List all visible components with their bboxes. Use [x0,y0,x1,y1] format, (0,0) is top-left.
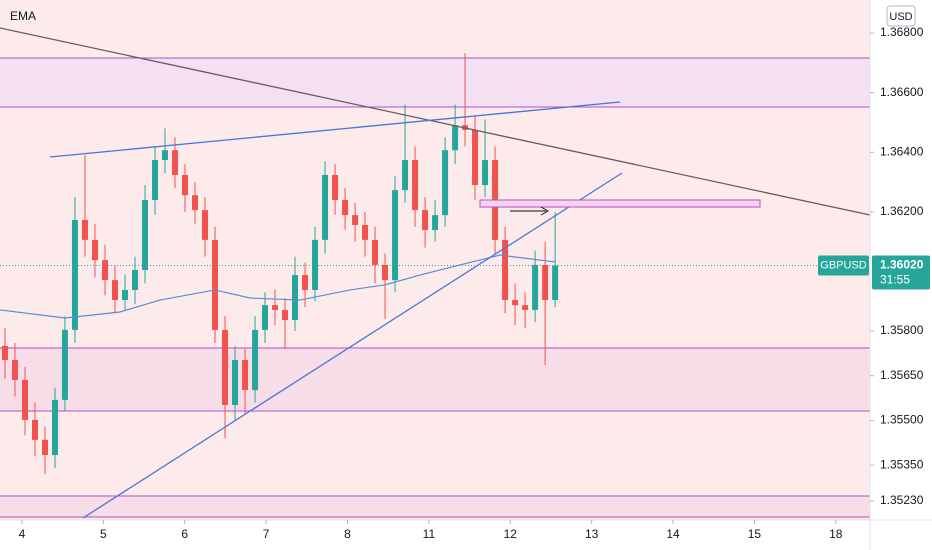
x-tick-label: 11 [423,527,436,541]
y-tick-label: 1.35500 [880,413,924,427]
x-tick-label: 8 [344,527,351,541]
candle-body [11,359,18,380]
candle-body [382,264,389,281]
arrow-head [540,206,550,216]
candle-body [442,150,449,216]
candle-body [482,160,489,186]
candle-body [402,160,409,191]
candle-body [1,345,8,360]
candle-body [242,359,249,391]
zone [0,348,870,411]
y-tick-label: 1.36200 [880,204,924,218]
candle-body [412,160,419,211]
x-tick-label: 4 [19,527,26,541]
trend-line [0,27,871,216]
zone [0,496,870,517]
y-tick-label: 1.36600 [880,85,924,99]
candle-body [212,239,219,330]
candle-body [101,260,108,281]
candle-body [422,210,429,231]
zone [0,58,870,107]
candle-body [202,210,209,240]
x-tick-label: 14 [666,527,680,541]
candle-body [21,379,28,420]
candle-body [152,160,159,200]
zone-lines [0,57,870,518]
candle-body [261,305,268,330]
y-tick-label: 1.35230 [880,493,924,507]
candle-body [232,359,239,405]
x-tick-label: 15 [748,527,762,541]
x-tick-label: 5 [100,527,107,541]
currency-button[interactable] [886,5,916,27]
indicator-label: EMA [10,9,36,23]
x-tick-label: 6 [181,527,188,541]
y-tick-label: 1.35350 [880,457,924,471]
candle-body [282,309,289,321]
symbol-label: GBPUSD [820,259,867,271]
x-tick-label: 13 [585,527,599,541]
countdown: 31:55 [880,273,910,287]
candle-body [42,439,49,456]
ema-line [0,254,555,319]
candle-body [292,275,299,321]
candle-body [252,329,259,391]
candle-body [372,239,379,265]
symbol-tag [818,255,869,276]
candle-body [142,199,149,270]
candle-body [222,329,229,405]
candle-body [161,150,168,161]
candle-body [322,174,329,240]
candle-body [52,399,59,456]
candle-body [362,224,369,240]
trend-line [49,101,621,158]
candle-body [522,305,529,310]
candle-body [552,265,559,301]
time-axis [0,520,870,550]
box-drawing [479,199,761,208]
candle-body [392,190,399,281]
candle-body [181,174,188,196]
candle-body [71,219,78,330]
trend-line [82,172,623,519]
candle-body [61,329,68,400]
candle-body [111,280,118,301]
y-tick-label: 1.36800 [880,25,924,39]
candle-body [352,215,359,225]
y-tick-label: 1.35800 [880,323,924,337]
x-tick-label: 18 [829,527,843,541]
candle-body [271,305,278,310]
candle-body [452,125,459,151]
candle-body [122,289,129,301]
candle-body [502,239,509,301]
candle-body [91,239,98,261]
candle-body [532,264,539,310]
candle-body [171,150,178,175]
y-tick-label: 1.35650 [880,368,924,382]
price-tag [872,255,930,290]
candle-body [132,269,139,290]
x-tick-label: 7 [263,527,270,541]
candle-body [191,195,198,211]
candle-body [332,174,339,200]
candle-body [81,219,88,240]
candle-body [432,215,439,231]
candle-body [312,239,319,290]
candle-body [302,275,309,290]
candle-body [542,264,549,301]
candle-body [342,199,349,216]
candle-body [31,419,38,440]
candle-body [472,129,479,186]
y-tick-label: 1.36400 [880,144,924,158]
x-tick-label: 12 [504,527,518,541]
price-label: 1.36020 [880,258,924,272]
currency-label: USD [889,11,912,23]
candle-body [512,300,519,306]
